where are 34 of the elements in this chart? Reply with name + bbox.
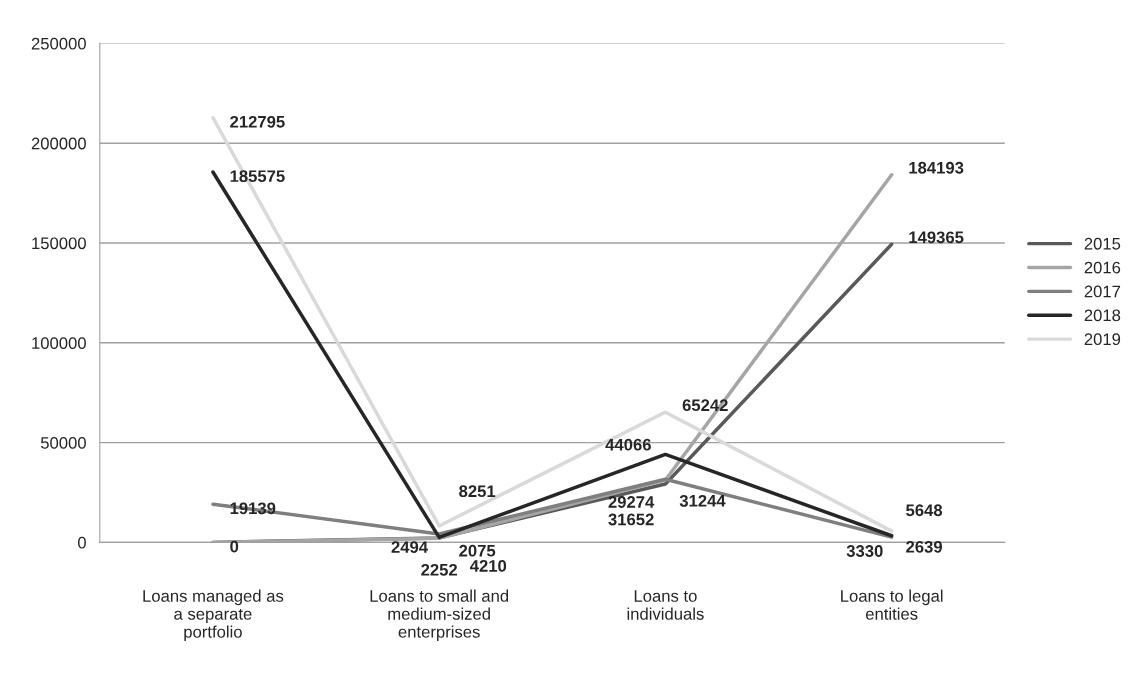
y-tick-label: 150000: [32, 237, 86, 250]
data-label: 31244: [679, 494, 726, 507]
x-tick-label: Loans to individuals: [627, 590, 704, 620]
x-tick-label: Loans managed as a separate portfolio: [143, 589, 284, 642]
data-label: 184193: [909, 161, 964, 174]
legend-label: 2015: [1084, 237, 1121, 250]
data-label: 212795: [230, 115, 285, 128]
y-tick-label: 50000: [40, 437, 86, 449]
y-tick-label: 200000: [31, 137, 86, 150]
y-tick-label: 0: [77, 536, 86, 549]
data-label: 2075: [459, 544, 496, 557]
data-label: 44066: [605, 438, 651, 451]
data-label: 2252: [421, 563, 458, 576]
data-label: 31652: [608, 513, 654, 526]
legend-label: 2018: [1084, 309, 1121, 322]
legend-label: 2019: [1084, 333, 1121, 346]
data-label: 185575: [230, 170, 285, 183]
x-tick-label: Loans to small and medium-sized enterprises: [370, 589, 509, 642]
legend-label: 2017: [1084, 285, 1121, 298]
y-tick-label: 100000: [32, 337, 86, 349]
data-label: 5648: [906, 504, 943, 517]
data-label: 29274: [608, 496, 655, 508]
data-label: 4210: [469, 560, 507, 572]
data-label: 8251: [459, 485, 496, 498]
data-label: 149365: [909, 231, 964, 244]
data-label: 19139: [230, 502, 276, 515]
legend-label: 2016: [1084, 261, 1121, 274]
data-label: 2639: [906, 540, 942, 553]
data-label: 65242: [682, 399, 728, 412]
data-label: 2494: [391, 541, 428, 554]
data-label: 0: [230, 540, 239, 553]
y-tick-label: 250000: [31, 37, 86, 50]
x-tick-label: Loans to legal entities: [841, 589, 943, 620]
data-label: 3330: [846, 545, 883, 557]
